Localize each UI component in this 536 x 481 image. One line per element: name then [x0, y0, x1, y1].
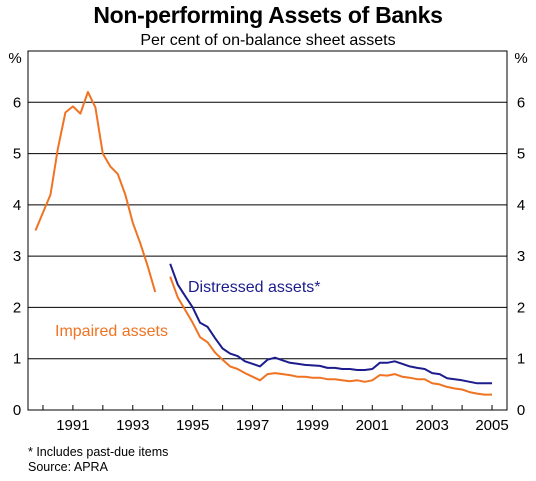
x-tick-label: 2003: [415, 417, 448, 434]
y-tick-label-right: 5: [517, 146, 525, 163]
chart-subtitle: Per cent of on-balance sheet assets: [140, 32, 396, 49]
x-tick-label: 1999: [296, 417, 329, 434]
series-annotations: Distressed assets* Impaired assets: [55, 279, 321, 340]
y-tick-label-right: 2: [517, 299, 525, 316]
chart-title: Non-performing Assets of Banks: [93, 2, 443, 28]
y-tick-label-left: 4: [13, 197, 21, 214]
source-note: Source: APRA: [28, 460, 108, 474]
y-tick-label-left: 3: [13, 248, 21, 265]
x-tick-label: 2001: [356, 417, 389, 434]
y-unit-label-right: %: [514, 50, 527, 67]
x-tick-label: 1997: [236, 417, 269, 434]
x-tick-label: 1995: [176, 417, 209, 434]
y-tick-label-left: 1: [13, 351, 21, 368]
impaired-assets-label: Impaired assets: [55, 323, 168, 340]
x-ticks: [42, 405, 493, 410]
y-tick-label-left: 6: [13, 94, 21, 111]
distressed-assets-line: [169, 263, 492, 385]
plot-frame: [27, 50, 508, 411]
impaired-assets-line: [169, 276, 492, 396]
y-tick-label-right: 1: [517, 351, 525, 368]
y-tick-label-right: 4: [517, 197, 525, 214]
series-layer: [34, 91, 492, 396]
impaired-assets-line: [34, 91, 157, 293]
y-unit-label-left: %: [8, 50, 21, 67]
axis-labels: 0 0 1 1 2 2 3 3 4 4 5 5 6 6% % 1991 1993 1995 1997 1999 2001…: [8, 50, 527, 434]
y-tick-label-left: 5: [13, 146, 21, 163]
y-tick-label-right: 0: [517, 402, 525, 419]
x-tick-label: 2005: [475, 417, 508, 434]
distressed-assets-label: Distressed assets*: [188, 279, 321, 296]
y-tick-label-left: 2: [13, 299, 21, 316]
y-tick-label-left: 0: [13, 402, 21, 419]
footnote: * Includes past-due items: [28, 445, 169, 459]
x-tick-label: 1991: [56, 417, 89, 434]
y-tick-label-right: 3: [517, 248, 525, 265]
x-tick-label: 1993: [116, 417, 149, 434]
y-tick-label-right: 6: [517, 94, 525, 111]
